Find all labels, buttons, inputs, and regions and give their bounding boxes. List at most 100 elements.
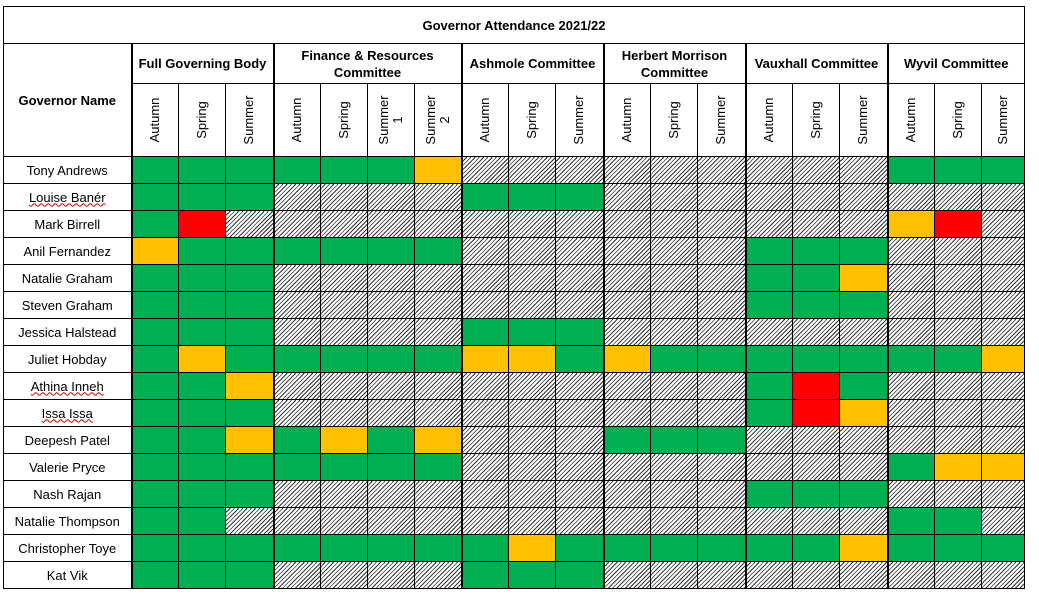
governor-name-text: Deepesh Patel xyxy=(24,432,110,448)
attendance-cell-not-member xyxy=(744,156,793,184)
attendance-cell-attended xyxy=(792,237,840,265)
attendance-cell-attended xyxy=(460,183,509,211)
governor-name-text: Anil Fernandez xyxy=(23,243,111,259)
attendance-cell-not-member xyxy=(650,507,698,535)
attendance-cell-not-member xyxy=(981,507,1025,535)
attendance-cell-not-member xyxy=(650,210,698,238)
attendance-cell-not-member xyxy=(320,372,368,400)
attendance-cell-not-member xyxy=(650,453,698,481)
attendance-cell-partial xyxy=(130,237,179,265)
attendance-cell-attended xyxy=(744,372,793,400)
attendance-cell-not-member xyxy=(460,426,509,454)
attendance-cell-not-member xyxy=(367,264,415,292)
attendance-cell-not-member xyxy=(414,372,462,400)
term-header: Summer xyxy=(225,83,274,157)
attendance-cell-not-member xyxy=(602,453,651,481)
attendance-cell-not-member xyxy=(320,264,368,292)
term-header: Spring xyxy=(650,83,698,157)
term-label: Summer 2 xyxy=(422,95,452,145)
attendance-cell-attended xyxy=(130,561,179,589)
attendance-cell-attended xyxy=(367,345,415,373)
table-row: Jessica Halstead xyxy=(3,318,1025,346)
attendance-cell-not-member xyxy=(697,210,746,238)
governor-name: Natalie Graham xyxy=(3,264,132,292)
attendance-cell-not-member xyxy=(650,291,698,319)
attendance-cell-attended xyxy=(178,183,226,211)
attendance-cell-attended xyxy=(414,534,462,562)
attendance-cell-not-member xyxy=(602,318,651,346)
attendance-cell-not-member xyxy=(792,210,840,238)
attendance-cell-not-member xyxy=(414,210,462,238)
attendance-cell-not-member xyxy=(272,291,321,319)
attendance-cell-not-member xyxy=(744,507,793,535)
attendance-cell-attended xyxy=(886,507,935,535)
attendance-cell-not-member xyxy=(272,399,321,427)
attendance-cell-not-member xyxy=(792,183,840,211)
attendance-cell-not-member xyxy=(508,237,556,265)
attendance-cell-attended xyxy=(178,480,226,508)
attendance-cell-attended xyxy=(839,237,888,265)
governor-name: Deepesh Patel xyxy=(3,426,132,454)
attendance-cell-absent xyxy=(792,372,840,400)
governor-name: Jessica Halstead xyxy=(3,318,132,346)
attendance-cell-not-member xyxy=(886,561,935,589)
attendance-cell-not-member xyxy=(981,426,1025,454)
committee-header: Finance & Resources Committee xyxy=(272,43,462,84)
attendance-cell-not-member xyxy=(602,291,651,319)
attendance-cell-not-member xyxy=(508,291,556,319)
table-row: Athina Inneh xyxy=(3,372,1025,400)
attendance-cell-not-member xyxy=(981,480,1025,508)
term-label: Summer xyxy=(713,95,729,145)
governor-name-text: Steven Graham xyxy=(21,297,113,313)
table-row: Deepesh Patel xyxy=(3,426,1025,454)
term-label: Autumn xyxy=(147,97,163,143)
governor-name-text: Valerie Pryce xyxy=(29,459,106,475)
committee-header: Wyvil Committee xyxy=(886,43,1025,84)
attendance-cell-attended xyxy=(320,453,368,481)
attendance-cell-not-member xyxy=(272,507,321,535)
table-row: Louise Banér xyxy=(3,183,1025,211)
attendance-cell-not-member xyxy=(555,453,604,481)
attendance-cell-partial xyxy=(414,156,462,184)
attendance-cell-attended xyxy=(225,534,274,562)
attendance-cell-not-member xyxy=(697,318,746,346)
attendance-cell-not-member xyxy=(602,561,651,589)
attendance-cell-not-member xyxy=(508,399,556,427)
attendance-cell-not-member xyxy=(650,399,698,427)
attendance-cell-not-member xyxy=(744,318,793,346)
attendance-cell-attended xyxy=(886,534,935,562)
attendance-cell-attended xyxy=(178,372,226,400)
governor-name: Christopher Toye xyxy=(3,534,132,562)
attendance-cell-attended xyxy=(367,426,415,454)
attendance-cell-not-member xyxy=(697,372,746,400)
term-header: Autumn xyxy=(272,83,321,157)
governor-name: Louise Banér xyxy=(3,183,132,211)
attendance-cell-not-member xyxy=(367,291,415,319)
attendance-cell-not-member xyxy=(839,156,888,184)
attendance-cell-not-member xyxy=(602,399,651,427)
attendance-cell-attended xyxy=(225,291,274,319)
table-row: Christopher Toye xyxy=(3,534,1025,562)
attendance-cell-not-member xyxy=(272,561,321,589)
attendance-cell-not-member xyxy=(981,237,1025,265)
attendance-cell-not-member xyxy=(934,561,982,589)
table-title: Governor Attendance 2021/22 xyxy=(3,6,1025,44)
attendance-cell-not-member xyxy=(225,210,274,238)
attendance-cell-attended xyxy=(414,237,462,265)
attendance-cell-attended xyxy=(508,561,556,589)
attendance-cell-not-member xyxy=(650,372,698,400)
attendance-cell-not-member xyxy=(981,372,1025,400)
attendance-cell-not-member xyxy=(508,507,556,535)
attendance-cell-partial xyxy=(460,345,509,373)
attendance-cell-not-member xyxy=(602,183,651,211)
attendance-cell-not-member xyxy=(460,507,509,535)
attendance-cell-attended xyxy=(697,426,746,454)
attendance-cell-not-member xyxy=(555,399,604,427)
attendance-cell-attended xyxy=(650,345,698,373)
attendance-cell-not-member xyxy=(414,399,462,427)
attendance-cell-partial xyxy=(934,453,982,481)
attendance-cell-attended xyxy=(178,561,226,589)
attendance-cell-not-member xyxy=(367,399,415,427)
attendance-cell-not-member xyxy=(555,426,604,454)
attendance-cell-not-member xyxy=(934,318,982,346)
